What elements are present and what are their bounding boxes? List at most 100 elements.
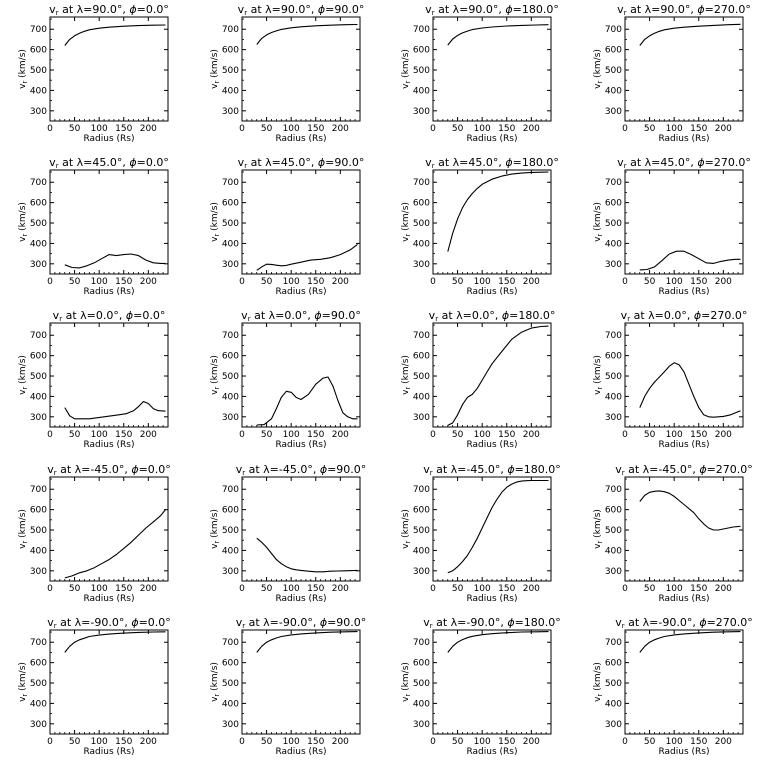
- x-tick-label: 200: [523, 737, 540, 747]
- y-label-unit: (km/s): [401, 662, 411, 694]
- x-tick-label: 100: [91, 430, 108, 440]
- title-phi: =0.0°: [137, 3, 169, 16]
- plot-frame: [432, 169, 552, 275]
- y-label-var: v: [401, 389, 411, 395]
- x-tick-label: 150: [115, 277, 132, 287]
- y-tick-label: 500: [413, 679, 430, 689]
- y-axis-label: vr (km/s): [210, 202, 221, 242]
- title-lambda: at λ=-90.0°,: [245, 616, 320, 629]
- panel-title: vr at λ=90.0°, ϕ=90.0°: [238, 3, 365, 17]
- title-phi: =270.0°: [705, 3, 751, 16]
- x-tick-label: 0: [47, 584, 53, 594]
- panel: vr at λ=90.0°, ϕ=90.0°0 50 100 150 200300400…: [210, 3, 364, 144]
- x-tick-label: 0: [430, 584, 436, 594]
- y-label-unit: (km/s): [18, 202, 28, 234]
- y-tick-label: 400: [605, 392, 622, 402]
- y-tick-label: 700: [605, 638, 622, 648]
- x-tick-label: 50: [261, 277, 273, 287]
- y-tick-label: 700: [222, 485, 239, 495]
- y-tick-label: 300: [605, 413, 622, 423]
- y-tick-label: 700: [413, 178, 430, 188]
- plot-frame: [49, 16, 169, 122]
- plot-frame: [624, 169, 744, 275]
- title-var: v: [49, 156, 56, 169]
- x-tick-label: 0: [430, 277, 436, 287]
- panel-title: vr at λ=0.0°, ϕ=270.0°: [621, 309, 748, 323]
- y-tick-label: 400: [30, 392, 47, 402]
- title-var: v: [238, 156, 245, 169]
- y-axis-label: vr (km/s): [401, 49, 412, 89]
- y-tick-label: 400: [413, 699, 430, 709]
- panel: vr at λ=-45.0°, ϕ=270.0°0 50 100 150 2003004…: [593, 463, 753, 604]
- y-label-unit: (km/s): [593, 202, 603, 234]
- title-phi: =0.0°: [139, 463, 171, 476]
- title-phi: =180.0°: [513, 156, 559, 169]
- x-tick-label: 0: [47, 124, 53, 134]
- y-tick-label: 700: [605, 331, 622, 341]
- y-label-unit: (km/s): [210, 355, 220, 387]
- x-tick-label: 100: [283, 584, 300, 594]
- x-tick-label: 0: [239, 277, 245, 287]
- title-var: v: [236, 616, 243, 629]
- panel-title: vr at λ=-45.0°, ϕ=90.0°: [236, 463, 367, 477]
- title-phi-symbol: ϕ: [697, 3, 704, 16]
- x-axis-label: Radius (Rs): [466, 747, 517, 757]
- y-tick-label: 700: [413, 331, 430, 341]
- y-tick-label: 500: [30, 679, 47, 689]
- x-tick-label: 0: [239, 124, 245, 134]
- y-label-unit: (km/s): [18, 49, 28, 81]
- title-var: v: [621, 309, 628, 322]
- y-tick-label: 400: [222, 239, 239, 249]
- panel-title: vr at λ=45.0°, ϕ=0.0°: [49, 156, 169, 170]
- title-phi-symbol: ϕ: [126, 309, 133, 322]
- title-phi-symbol: ϕ: [131, 463, 138, 476]
- y-tick-label: 500: [605, 679, 622, 689]
- plot-frame: [432, 16, 552, 122]
- panel: vr at λ=0.0°, ϕ=90.0°0 50 100 150 2003004005…: [210, 309, 361, 450]
- y-tick-label: 400: [30, 239, 47, 249]
- y-tick-label: 700: [222, 25, 239, 35]
- data-line: [64, 400, 166, 420]
- y-label-sub: r: [596, 234, 604, 237]
- y-tick-label: 700: [30, 485, 47, 495]
- x-tick-label: 0: [239, 737, 245, 747]
- y-tick-label: 500: [222, 219, 239, 229]
- x-tick-label: 100: [474, 124, 491, 134]
- y-tick-label: 300: [30, 567, 47, 577]
- title-sub: r: [248, 315, 251, 323]
- x-tick-label: 0: [622, 277, 628, 287]
- x-tick-label: 50: [69, 124, 81, 134]
- panel-title: vr at λ=45.0°, ϕ=180.0°: [425, 156, 559, 170]
- y-axis-label: vr (km/s): [18, 202, 29, 242]
- y-label-unit: (km/s): [401, 355, 411, 387]
- y-label-var: v: [401, 543, 411, 549]
- y-axis-label: vr (km/s): [593, 49, 604, 89]
- y-label-sub: r: [404, 234, 412, 237]
- y-axis-label: vr (km/s): [210, 49, 221, 89]
- y-axis-label: vr (km/s): [401, 202, 412, 242]
- y-label-var: v: [18, 236, 28, 242]
- y-label-var: v: [593, 543, 603, 549]
- x-axis-label: Radius (Rs): [466, 287, 517, 297]
- title-sub: r: [622, 622, 625, 630]
- x-tick-label: 150: [498, 430, 515, 440]
- data-line: [447, 171, 549, 252]
- title-phi: =0.0°: [137, 156, 169, 169]
- y-tick-label: 500: [30, 219, 47, 229]
- x-tick-label: 100: [666, 277, 683, 287]
- data-line: [447, 479, 549, 574]
- title-var: v: [236, 463, 243, 476]
- y-tick-label: 600: [30, 659, 47, 669]
- x-axis-label: Radius (Rs): [83, 287, 134, 297]
- y-tick-label: 500: [413, 372, 430, 382]
- x-axis-label: Radius (Rs): [83, 134, 134, 144]
- y-label-var: v: [401, 696, 411, 702]
- y-axis-label: vr (km/s): [401, 662, 412, 702]
- panel-title: vr at λ=-90.0°, ϕ=270.0°: [615, 616, 753, 630]
- plot-frame: [49, 169, 169, 275]
- y-tick-label: 500: [605, 219, 622, 229]
- panel: vr at λ=45.0°, ϕ=0.0°0 50 100 150 2003004005…: [18, 156, 169, 297]
- x-tick-label: 50: [644, 277, 656, 287]
- title-phi: =90.0°: [327, 463, 366, 476]
- x-tick-label: 200: [140, 584, 157, 594]
